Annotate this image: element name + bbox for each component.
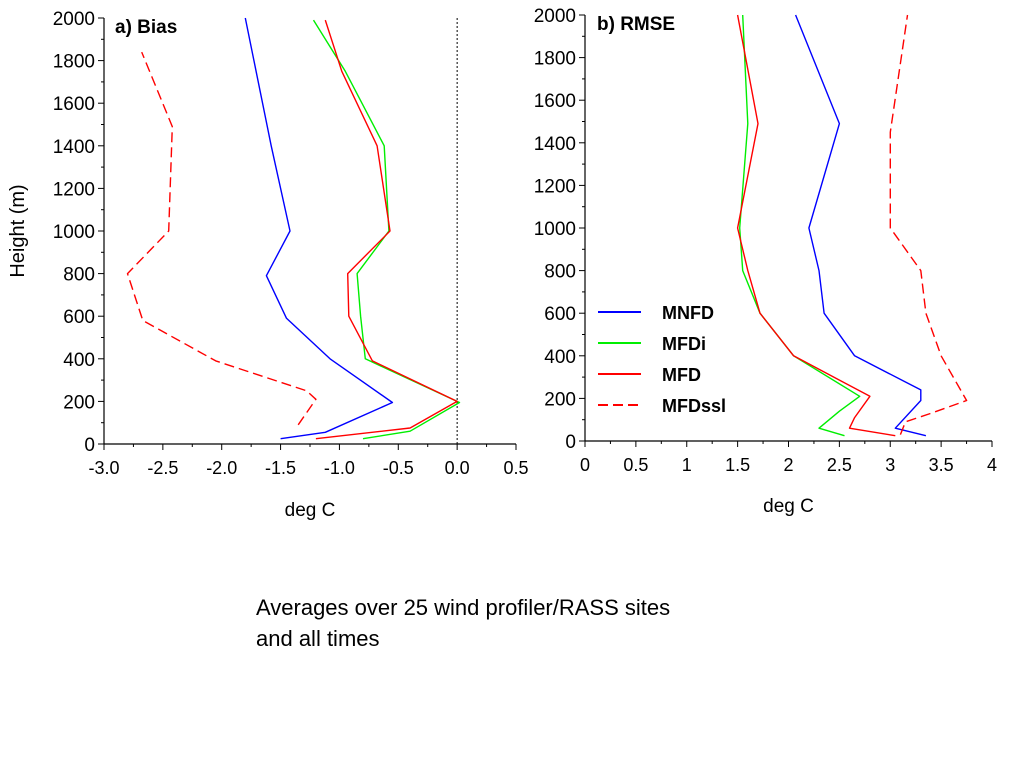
y-tick-label: 1000 [534, 219, 576, 240]
caption-line-1: Averages over 25 wind profiler/RASS site… [256, 595, 671, 620]
y-tick-label: 1200 [534, 176, 576, 197]
y-tick-label: 1600 [53, 94, 95, 115]
panel-title: b) RMSE [597, 14, 675, 35]
y-tick-label: 800 [63, 265, 95, 286]
y-tick-label: 600 [544, 304, 576, 325]
figure: 0200400600800100012001400160018002000-3.… [7, 6, 997, 521]
x-tick-label: 3.5 [929, 455, 954, 475]
x-tick-label: -1.0 [324, 458, 355, 478]
legend-label-mnfd: MNFD [662, 303, 714, 323]
x-tick-label: 2.5 [827, 455, 852, 475]
y-tick-label: 800 [544, 262, 576, 283]
legend: MNFD MFDi MFD MFDssl [598, 303, 726, 416]
y-tick-label: 1000 [53, 222, 95, 243]
x-tick-label: 3 [885, 455, 895, 475]
y-tick-label: 1200 [53, 179, 95, 200]
caption: Averages over 25 wind profiler/RASS site… [256, 592, 816, 654]
panel-bias: 0 200 400 600 800 1000 1200 1400 1600 1800 2000 -3.… [7, 9, 529, 521]
y-tick-label: 400 [544, 347, 576, 368]
x-tick-label: -1.5 [265, 458, 296, 478]
legend-label-mfdssl: MFDssl [662, 396, 726, 416]
series-line-mfdssl [889, 14, 968, 435]
x-axis-label: deg C [285, 500, 336, 521]
y-tick-label: 1800 [534, 49, 576, 70]
series-line-mfdi [312, 19, 461, 440]
y-tick-label: 2000 [534, 6, 576, 27]
y-tick-label: 200 [63, 392, 95, 413]
x-tick-label: 4 [987, 455, 997, 475]
legend-label-mfd: MFD [662, 365, 701, 385]
panel-rmse: 0 200 400 600 800 1000 1200 1400 1600 1800 2000 0 0.… [534, 6, 997, 517]
y-tick-label: 600 [63, 307, 95, 328]
series-line-mnfd [794, 14, 927, 437]
series-line-mnfd [244, 17, 394, 440]
caption-line-2: and all times [256, 626, 380, 651]
series-line-mfdssl [126, 51, 317, 426]
x-tick-label: -2.0 [206, 458, 237, 478]
y-tick-label: 200 [544, 389, 576, 410]
x-tick-label: 1 [682, 455, 692, 475]
x-tick-label: 2 [783, 455, 793, 475]
y-axis-label: Height (m) [7, 184, 29, 277]
y-tick-label: 1400 [53, 137, 95, 158]
legend-label-mfdi: MFDi [662, 334, 706, 354]
y-tick-label: 0 [84, 435, 95, 456]
y-tick-label: 1800 [53, 52, 95, 73]
x-tick-label: -2.5 [147, 458, 178, 478]
y-tick-label: 1400 [534, 134, 576, 155]
x-tick-label: 1.5 [725, 455, 750, 475]
x-tick-label: -0.5 [383, 458, 414, 478]
x-tick-label: 0 [580, 455, 590, 475]
series-line-mfdi [739, 14, 861, 437]
x-tick-label: 0.0 [445, 458, 470, 478]
y-tick-label: 0 [565, 432, 576, 453]
panel-title: a) Bias [115, 17, 177, 38]
x-tick-label: 0.5 [623, 455, 648, 475]
x-tick-label: 0.5 [503, 458, 528, 478]
y-tick-label: 1600 [534, 91, 576, 112]
x-axis-label: deg C [763, 496, 814, 517]
x-tick-label: -3.0 [88, 458, 119, 478]
series-line-mfd [315, 19, 458, 440]
series-line-mfd [736, 14, 896, 437]
y-tick-label: 2000 [53, 9, 95, 30]
y-tick-label: 400 [63, 350, 95, 371]
